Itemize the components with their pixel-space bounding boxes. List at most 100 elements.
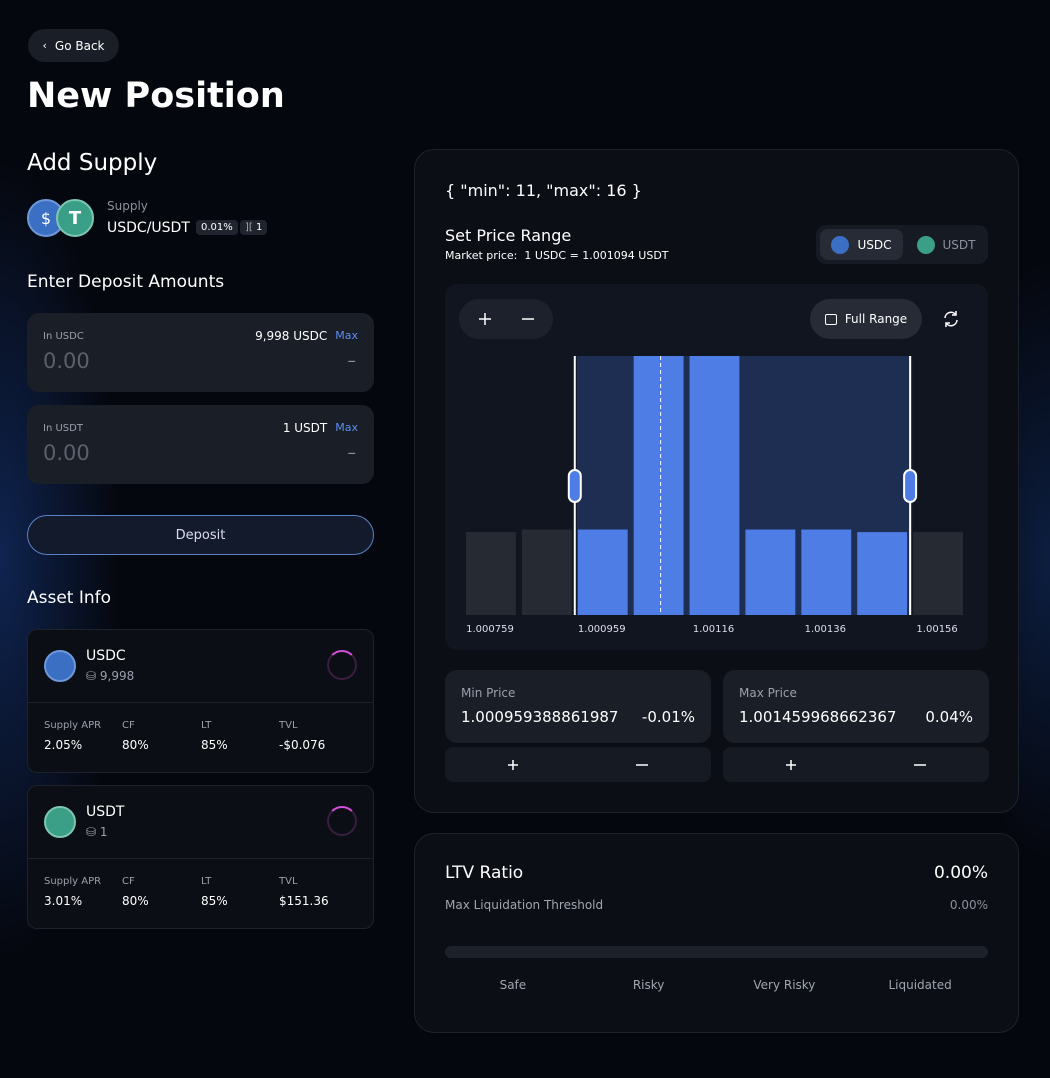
ltv-heading: LTV Ratio	[445, 863, 524, 883]
back-button[interactable]: ‹ Go Back	[28, 29, 119, 62]
usd-value: –	[347, 351, 357, 371]
token-label: USDT	[942, 237, 976, 252]
stat-value: 85%	[201, 894, 228, 908]
ring	[327, 650, 357, 680]
range-heading: Set Price Range	[445, 226, 572, 245]
supply-label: Supply	[107, 199, 148, 213]
ltv-level: Very Risky	[753, 978, 816, 992]
ltv-bar	[445, 946, 988, 958]
liquidity-bar	[521, 529, 572, 615]
price-label: Min Price	[461, 686, 516, 700]
liquidity-bar	[801, 529, 852, 615]
zoom-icons[interactable]	[459, 299, 553, 339]
ltv-value: 0.00%	[933, 863, 988, 883]
price-tick-label: 1.000959	[578, 624, 626, 635]
deposit-heading: Enter Deposit Amounts	[27, 272, 225, 292]
asset-amount: 1	[99, 825, 108, 839]
usd-value: –	[347, 443, 357, 463]
usdt-icon: T	[56, 199, 94, 237]
fee-badge: 0.01%	[196, 220, 238, 235]
input-label: In USDC	[43, 331, 84, 342]
asset-name: USDC	[86, 648, 126, 664]
balance-row: 9,998 USDC Max	[255, 329, 358, 343]
stat-label: TVL	[279, 876, 298, 887]
market-label: Market price:	[445, 249, 518, 262]
range-handle	[903, 469, 918, 503]
liquidity-bar	[857, 532, 908, 615]
deposit-input[interactable]: In USDC 9,998 USDC Max 0.00 –	[27, 313, 374, 392]
asset-amount-row: ⛁ 9,998	[86, 669, 135, 683]
liquidity-bar	[577, 529, 628, 615]
stat-value: -$0.076	[279, 738, 326, 752]
stat-value: 80%	[122, 894, 149, 908]
balance-row: 1 USDT Max	[283, 421, 358, 435]
stat-value: 2.05%	[44, 738, 83, 752]
token-usdt[interactable]: USDT	[907, 229, 985, 260]
liquidity-bar	[745, 529, 796, 615]
stat-value: $151.36	[279, 894, 329, 908]
stat-label: LT	[201, 876, 212, 887]
threshold-label: Max Liquidation Threshold	[445, 898, 604, 912]
price-tick-label: 1.00136	[805, 624, 846, 635]
price-card: Min Price 1.000959388861987 -0.01%	[445, 670, 711, 743]
token-usdc[interactable]: USDC	[820, 229, 903, 260]
stat-label: CF	[122, 720, 135, 731]
divider	[28, 858, 373, 859]
asset-icon	[44, 650, 76, 682]
price-tick-label: 1.00156	[916, 624, 957, 635]
balance: 1 USDT	[282, 421, 328, 435]
refresh-icon[interactable]	[940, 308, 962, 330]
liquidity-bar	[633, 356, 684, 615]
market-value: 1 USDC = 1.001094 USDT	[524, 249, 669, 262]
deposit-button[interactable]: Deposit	[27, 515, 374, 555]
asset-amount-row: ⛁ 1	[86, 825, 108, 839]
bin-badge: ][ 1	[240, 220, 268, 235]
stat-label: Supply APR	[44, 720, 102, 731]
stat-value: 80%	[122, 738, 149, 752]
balance: 9,998 USDC	[255, 329, 328, 343]
ltv-level: Safe	[499, 978, 527, 992]
stat-label: LT	[201, 720, 212, 731]
liquidity-chart: 1.000759 1.000959 1.00116 1.00136 1.00156	[466, 356, 963, 635]
range-handle	[567, 469, 582, 503]
debug-text: { "min": 11, "max": 16 }	[445, 181, 642, 200]
price-stepper[interactable]	[445, 747, 711, 782]
price-change: 0.04%	[925, 708, 973, 726]
stepper-icons[interactable]	[445, 747, 711, 782]
ring	[327, 806, 357, 836]
stat-value: 3.01%	[44, 894, 83, 908]
market-price: Market price: 1 USDC = 1.001094 USDT	[445, 249, 669, 262]
full-range-label: Full Range	[844, 312, 908, 326]
max-button[interactable]: Max	[335, 421, 358, 434]
liquidity-bar	[913, 532, 963, 615]
asset-amount: 9,998	[99, 669, 135, 683]
pair: USDC/USDT	[107, 220, 190, 236]
price-tick-label: 1.000759	[466, 624, 514, 635]
price-value: 1.000959388861987	[461, 708, 619, 726]
ltv-card	[414, 833, 1019, 1033]
divider	[28, 702, 373, 703]
full-range-button[interactable]: Full Range	[810, 299, 922, 339]
max-button[interactable]: Max	[335, 329, 358, 342]
bin-count: 1	[255, 222, 263, 233]
amount-placeholder: 0.00	[43, 349, 90, 373]
stat-label: CF	[122, 876, 135, 887]
deposit-input[interactable]: In USDT 1 USDT Max 0.00 –	[27, 405, 374, 484]
asset-card: USDT ⛁ 1 Supply APR 3.01% CF 80% LT 85% TVL $151.…	[27, 785, 374, 929]
ltv-level: Risky	[632, 978, 665, 992]
zoom-controls	[459, 299, 553, 339]
price-label: Max Price	[739, 686, 797, 700]
price-value: 1.001459968662367	[739, 708, 897, 726]
amount-placeholder: 0.00	[43, 441, 90, 465]
stepper-icons[interactable]	[723, 747, 989, 782]
ltv-levels: Safe Risky Very Risky Liquidated	[445, 978, 988, 992]
ltv-level: Liquidated	[888, 978, 952, 992]
stat-value: 85%	[201, 738, 228, 752]
price-card: Max Price 1.001459968662367 0.04%	[723, 670, 989, 743]
back-label: Go Back	[54, 38, 105, 53]
token-label: USDC	[857, 237, 892, 252]
price-stepper[interactable]	[723, 747, 989, 782]
asset-heading: Asset Info	[27, 588, 112, 608]
range-area	[576, 356, 913, 615]
